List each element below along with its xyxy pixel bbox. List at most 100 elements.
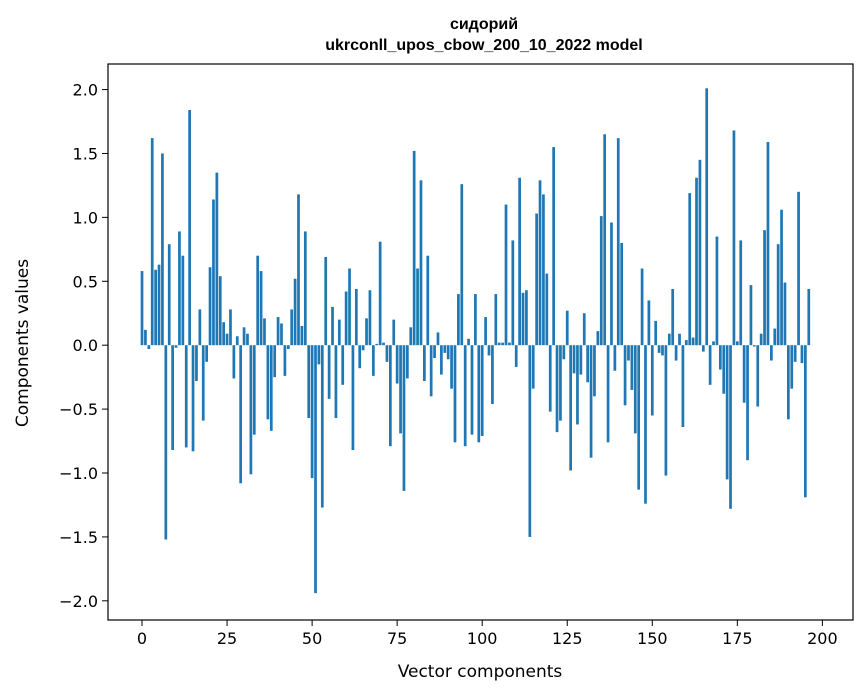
bar (259, 271, 263, 346)
bar (491, 345, 494, 404)
bar (807, 288, 811, 346)
bar (174, 345, 178, 348)
bar (283, 345, 287, 376)
bar (545, 273, 549, 346)
bar (433, 345, 436, 358)
bar (426, 255, 430, 346)
bar (535, 213, 538, 346)
bar (246, 333, 249, 346)
bar (766, 141, 770, 346)
bar (514, 345, 518, 367)
bar (232, 345, 236, 379)
bar (239, 345, 243, 484)
bar (695, 177, 698, 346)
bar (470, 345, 474, 435)
bar (314, 345, 317, 594)
bar (147, 345, 151, 350)
bar (647, 300, 651, 346)
bar (467, 338, 470, 346)
bar (388, 345, 392, 447)
bar (368, 290, 372, 346)
bar (654, 320, 658, 346)
bar (616, 138, 620, 346)
bar (749, 285, 753, 346)
bar (235, 336, 239, 346)
x-tick-label: 50 (302, 629, 322, 648)
bar (742, 345, 746, 403)
bar (225, 333, 229, 346)
bar (722, 345, 726, 394)
bar (307, 345, 311, 419)
x-tick-label: 125 (552, 629, 583, 648)
bar (729, 345, 732, 509)
bar (684, 340, 688, 346)
bar (266, 345, 270, 420)
bar (460, 184, 464, 346)
bar (297, 194, 300, 346)
bar (249, 345, 253, 475)
bar (399, 345, 402, 434)
bar (327, 345, 331, 399)
bar (773, 328, 777, 346)
bar (365, 318, 368, 346)
bar (688, 193, 692, 346)
y-tick-label: 1.5 (73, 144, 98, 163)
bar (599, 216, 603, 346)
bar (198, 309, 202, 346)
bar (548, 345, 552, 412)
bar (161, 153, 164, 346)
bar (344, 291, 348, 346)
bar (140, 271, 144, 346)
y-tick-label: 2.0 (73, 81, 98, 100)
y-tick-label: 0.5 (73, 272, 98, 291)
bar (303, 231, 307, 346)
bar (657, 345, 661, 353)
bar (361, 345, 365, 351)
bar (667, 333, 671, 346)
bar (429, 345, 433, 397)
bar (787, 345, 790, 420)
bar (708, 345, 712, 385)
bar (630, 345, 634, 390)
bar (144, 329, 147, 346)
y-tick-label: −1.0 (59, 464, 98, 483)
bar (484, 317, 487, 346)
bar (337, 319, 341, 346)
bar (752, 345, 756, 347)
bar (494, 294, 498, 346)
bar (409, 327, 413, 346)
bar (416, 268, 419, 346)
bar (759, 333, 763, 346)
bar (184, 345, 188, 448)
bar (191, 345, 195, 452)
y-axis-ticks: −2.0 −1.5 −1.0 −0.5 0.0 0.5 1.0 1.5 2.0 (59, 81, 108, 611)
bar (579, 345, 583, 375)
bar (212, 199, 215, 346)
bar (793, 345, 797, 362)
y-tick-label: 1.0 (73, 208, 98, 227)
bar (474, 294, 477, 346)
bar (504, 204, 508, 346)
bar (623, 345, 627, 406)
bar (392, 319, 396, 346)
bar (800, 345, 804, 364)
bar (348, 268, 351, 346)
bar (317, 345, 321, 365)
bar (525, 290, 528, 346)
bar (215, 172, 219, 346)
bar (276, 317, 280, 346)
bar (453, 345, 457, 443)
bar (712, 341, 715, 346)
bar (637, 345, 641, 490)
bar (542, 194, 545, 346)
bar (572, 345, 576, 374)
bar (732, 130, 736, 346)
bar (569, 345, 573, 471)
bar (797, 191, 800, 346)
bar (402, 345, 406, 491)
bar (273, 345, 277, 378)
bar (419, 180, 423, 346)
bar (351, 345, 355, 451)
